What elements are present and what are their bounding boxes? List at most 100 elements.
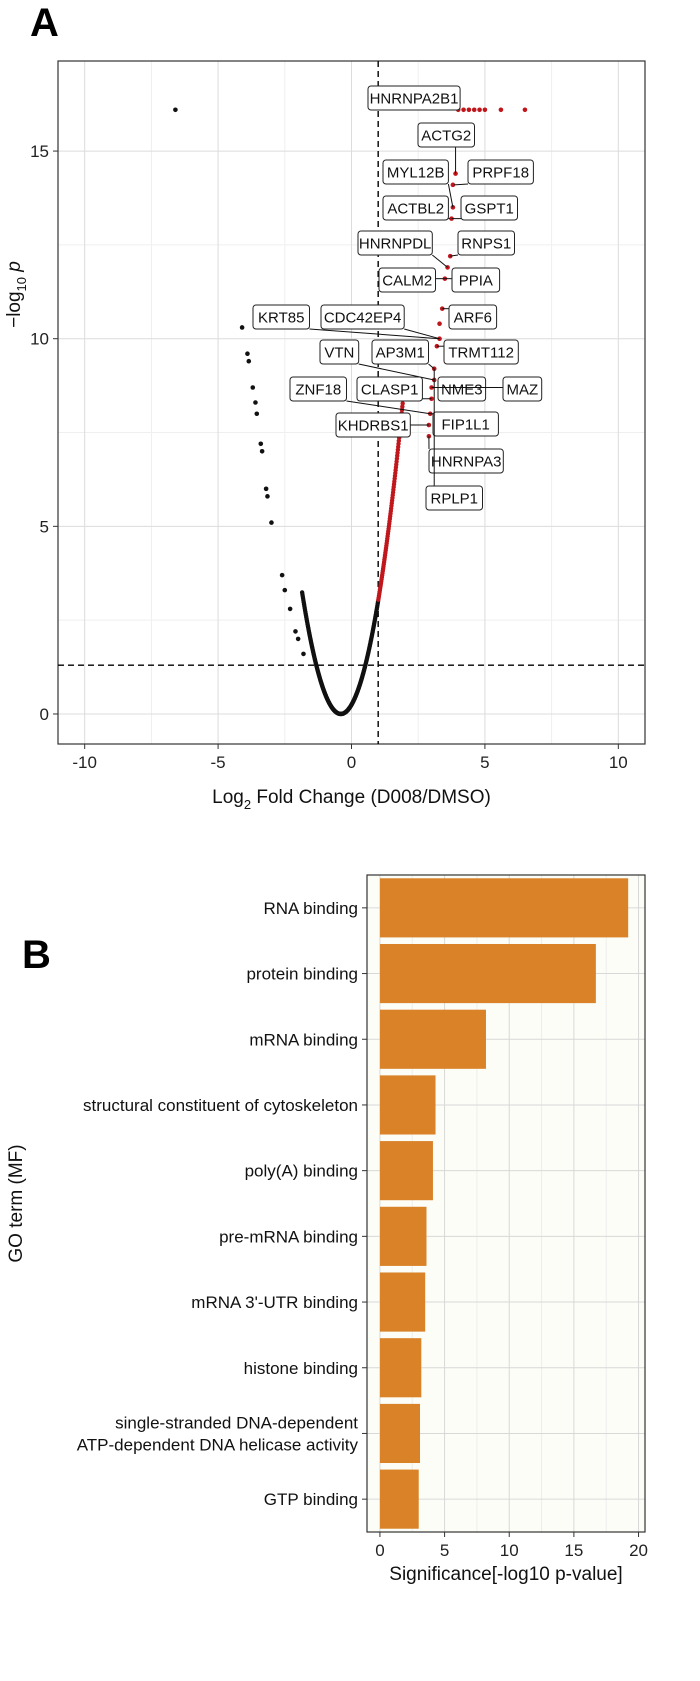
gene-label: MYL12B xyxy=(387,165,445,182)
panel-letter-b: B xyxy=(22,933,51,977)
x-tick-label: 0 xyxy=(347,753,356,772)
point-not-significant xyxy=(259,448,265,454)
x-tick-label: -10 xyxy=(72,753,97,772)
x-axis-title-main: Log xyxy=(212,787,244,808)
bar xyxy=(379,1009,486,1069)
y-axis-title-main: −log xyxy=(4,291,25,327)
gene-label: CDC42EP4 xyxy=(324,310,402,327)
panel-letter-a: A xyxy=(30,1,59,45)
gene-label-box xyxy=(425,485,483,511)
gene-label-box xyxy=(502,376,543,402)
point-not-significant xyxy=(245,351,250,357)
x-axis-title: Log2 Fold Change (D008/DMSO) xyxy=(212,787,491,812)
gene-label-box xyxy=(357,230,433,256)
y-tick-label: 10 xyxy=(30,330,49,349)
x-tick-label: 10 xyxy=(609,753,628,772)
go-bar-chart: RNA binding protein binding mRNA binding st… xyxy=(6,874,648,1585)
label-connector xyxy=(404,328,440,340)
point-significant xyxy=(400,401,405,406)
go-term-label: GTP binding xyxy=(264,1490,358,1509)
label-connector xyxy=(431,254,448,268)
gene-label: ACTBL2 xyxy=(387,201,444,218)
point-significant xyxy=(461,107,466,113)
x-tick-label: 15 xyxy=(564,1541,583,1560)
plot-border xyxy=(366,874,646,1533)
label-connector xyxy=(447,183,454,208)
go-term-label: pre-mRNA binding xyxy=(219,1227,358,1246)
gene-label: NME3 xyxy=(441,382,483,399)
gene-label-box xyxy=(356,376,423,402)
gene-label-box xyxy=(457,230,515,256)
gene-label: HNRNPA3 xyxy=(431,454,502,471)
point-not-significant xyxy=(239,325,245,330)
bar xyxy=(379,1469,419,1529)
point-not-significant xyxy=(295,636,301,642)
label-connector xyxy=(450,254,459,257)
point-significant xyxy=(498,107,504,113)
go-term-label: single-stranded DNA-dependent xyxy=(115,1413,358,1432)
x-tick-label: -5 xyxy=(211,753,226,772)
bar xyxy=(379,1075,436,1135)
x-tick-label: 20 xyxy=(629,1541,648,1560)
point-not-significant xyxy=(263,486,269,492)
gene-label: FIP1L1 xyxy=(442,417,490,434)
gene-label: RPLP1 xyxy=(430,491,478,508)
gene-label-box xyxy=(320,304,405,330)
point-not-significant xyxy=(301,651,306,657)
point-significant xyxy=(477,107,482,113)
go-term-label: protein binding xyxy=(246,965,358,984)
gene-label-box xyxy=(382,195,449,221)
gene-label-box xyxy=(371,339,429,365)
point-not-significant xyxy=(287,606,293,612)
point-not-significant xyxy=(293,629,298,634)
point-not-significant xyxy=(279,572,285,578)
x-axis-title: Significance[-log10 p-value] xyxy=(389,1564,622,1585)
x-axis-title-rest: Fold Change (D008/DMSO) xyxy=(251,787,491,808)
gene-label: KRT85 xyxy=(258,310,304,327)
bar xyxy=(379,1403,421,1464)
gene-label-box xyxy=(467,159,534,185)
go-term-label: histone binding xyxy=(244,1359,358,1378)
gene-label-box xyxy=(428,448,504,474)
gene-label: CLASP1 xyxy=(361,382,419,399)
point-significant xyxy=(471,107,477,113)
gene-label: ARF6 xyxy=(454,310,492,327)
label-connector xyxy=(428,363,435,370)
label-connector xyxy=(309,328,440,340)
gene-label-box xyxy=(443,339,519,365)
y-tick-label: 15 xyxy=(30,142,49,161)
gene-label-box xyxy=(319,339,360,365)
gene-label: GSPT1 xyxy=(465,201,514,218)
point-significant xyxy=(400,404,405,409)
point-significant xyxy=(466,107,472,113)
gene-label-box xyxy=(382,159,449,185)
point-not-significant xyxy=(250,385,256,390)
gene-label: TRMT112 xyxy=(448,345,514,362)
go-term-label: RNA binding xyxy=(263,899,358,918)
x-tick-label: 5 xyxy=(440,1541,449,1560)
gene-label: VTN xyxy=(324,345,354,362)
gene-label-box xyxy=(252,304,310,330)
point-not-significant xyxy=(269,520,274,525)
gene-label-box xyxy=(437,376,487,402)
bar xyxy=(379,943,596,1004)
x-tick-label: 10 xyxy=(500,1541,519,1560)
bar xyxy=(379,1141,433,1201)
gene-label-box xyxy=(451,267,501,293)
gene-label: HNRNPDL xyxy=(359,236,432,253)
point-not-significant xyxy=(253,400,258,405)
gene-label: AP3M1 xyxy=(376,345,425,362)
point-significant xyxy=(450,205,456,210)
gene-label-box xyxy=(448,304,498,330)
label-connector xyxy=(454,183,469,186)
go-term-label: mRNA 3'-UTR binding xyxy=(191,1293,358,1312)
y-tick-label: 5 xyxy=(40,517,49,536)
bar xyxy=(379,1272,426,1332)
gene-label: ACTG2 xyxy=(421,128,471,145)
x-tick-label: 5 xyxy=(480,753,489,772)
go-term-label: poly(A) binding xyxy=(245,1162,358,1181)
point-significant xyxy=(482,107,488,113)
gene-label-box xyxy=(460,195,518,221)
point-not-significant xyxy=(254,411,260,417)
gene-label: PPIA xyxy=(459,273,493,290)
